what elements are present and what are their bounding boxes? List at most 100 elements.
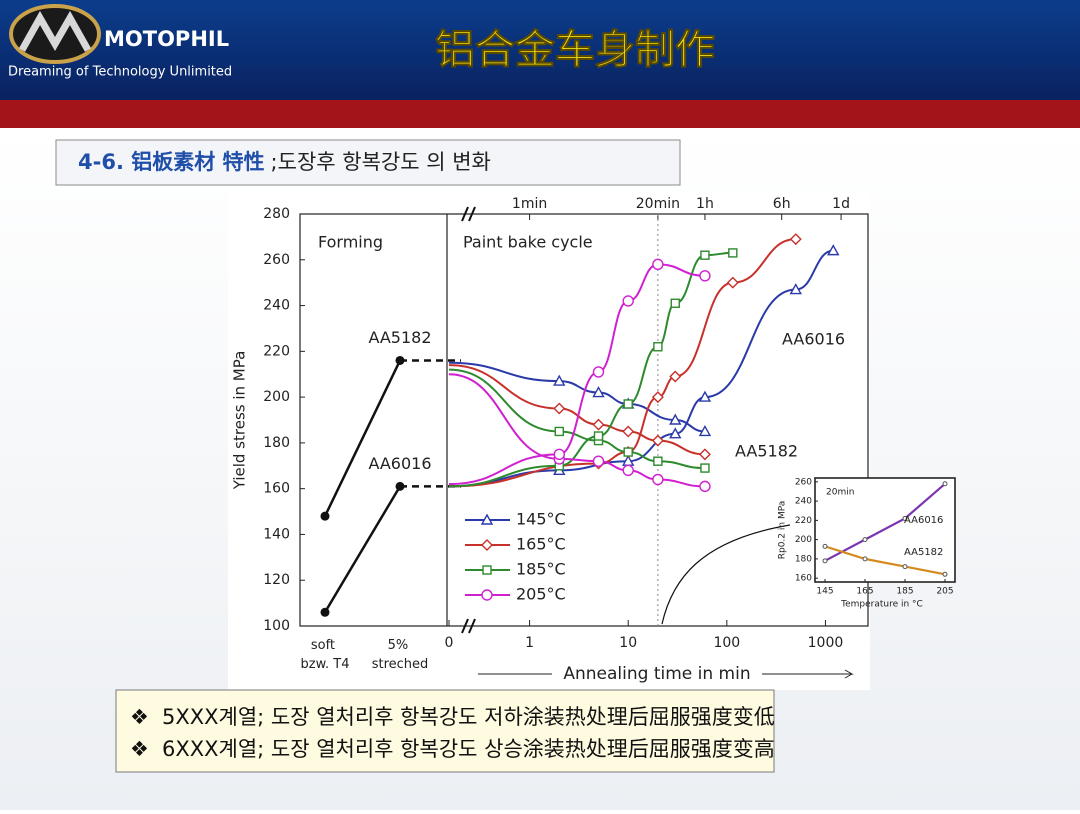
marker — [698, 390, 712, 402]
header-bar — [0, 0, 1080, 100]
series-label: AA5182 — [904, 547, 943, 558]
marker — [653, 456, 663, 466]
marker — [623, 447, 633, 457]
marker — [554, 426, 564, 437]
marker — [728, 248, 738, 258]
marker — [481, 589, 493, 601]
x-tick-label: soft bzw. T4 — [301, 638, 350, 672]
marker — [592, 386, 605, 398]
point — [822, 543, 828, 549]
series-label: AA6016 — [368, 454, 431, 473]
marker — [652, 258, 664, 271]
y-tick-label: 200 — [795, 535, 812, 545]
x-tick-label-line: soft — [311, 638, 339, 653]
y-tick-label: 220 — [263, 343, 290, 359]
section-box — [55, 139, 681, 186]
marker — [789, 233, 802, 246]
point — [320, 607, 330, 617]
logo — [9, 4, 101, 64]
annotation: AA5182 — [735, 442, 798, 461]
y-tick-label: 280 — [263, 206, 290, 222]
top-x-tick-label: 20min — [636, 196, 680, 212]
legend-label: 165°C — [516, 535, 566, 554]
bullet-box — [115, 689, 775, 773]
marker — [553, 402, 566, 415]
top-x-tick-label: 1h — [696, 196, 714, 212]
chart-panel — [228, 193, 870, 690]
marker — [553, 448, 565, 461]
marker — [652, 473, 664, 486]
section-heading: 4-6. 铝板素材 特性 ;도장후 항복강도 의 변화 — [78, 150, 491, 174]
legend-label: 185°C — [516, 560, 566, 579]
section-label: 4-6. 铝板素材 特性 — [78, 150, 265, 174]
y-tick-label: 180 — [795, 554, 812, 564]
point — [395, 355, 405, 365]
marker — [669, 413, 682, 425]
marker — [622, 464, 634, 477]
y-tick-label: 220 — [795, 516, 812, 526]
y-tick-label: 160 — [795, 574, 812, 584]
y-tick-label: 200 — [263, 389, 290, 405]
panel-title: Forming — [318, 233, 383, 252]
y-tick-label: 260 — [263, 252, 290, 268]
y-tick-label: 260 — [795, 477, 812, 487]
x-tick-label: 145 — [816, 587, 833, 597]
x-tick-label: 0 — [445, 635, 454, 651]
marker — [623, 399, 633, 409]
x-tick-label: 185 — [896, 587, 913, 597]
tagline: Dreaming of Technology Unlimited — [8, 65, 232, 80]
y-tick-label: 120 — [263, 572, 290, 588]
callout — [661, 524, 791, 625]
y-tick-label: 100 — [263, 618, 290, 634]
legend-label: 205°C — [516, 585, 566, 604]
point — [822, 558, 828, 564]
panel-title: Paint bake cycle — [463, 233, 593, 252]
marker — [699, 270, 711, 282]
x-tick-label-line: bzw. T4 — [301, 657, 350, 672]
marker — [622, 295, 634, 307]
x-tick-label: 1 — [525, 635, 534, 651]
x-axis-label: Temperature in °C — [840, 600, 923, 610]
marker — [593, 431, 604, 441]
annotation: AA6016 — [782, 330, 845, 349]
bullet-symbol: ❖ — [130, 737, 149, 761]
marker — [827, 244, 840, 256]
plot-frame — [299, 213, 869, 627]
bullet: 5XXX계열; 도장 열처리후 항복강도 저하涂装热处理后屈服强度变低 — [162, 705, 775, 729]
marker — [698, 425, 712, 437]
point — [862, 537, 868, 543]
point — [862, 556, 868, 562]
marker — [592, 455, 605, 467]
marker — [669, 427, 682, 439]
marker — [481, 539, 493, 551]
marker — [480, 513, 494, 525]
marker — [482, 565, 492, 575]
marker — [726, 276, 739, 289]
y-tick-label: 140 — [263, 526, 290, 542]
marker — [669, 370, 682, 383]
marker — [653, 342, 663, 352]
section-text: ;도장후 항복강도 의 변화 — [271, 150, 491, 174]
y-tick-label: 240 — [795, 497, 812, 507]
top-x-tick-label: 1min — [512, 196, 547, 212]
bullet-symbol: ❖ — [130, 705, 149, 729]
marker — [651, 434, 664, 447]
x-tick-label-line: streched — [372, 657, 429, 672]
series-line — [323, 359, 402, 517]
y-tick-label: 180 — [263, 435, 290, 451]
inset-title: 20min — [826, 488, 854, 498]
y-axis-label: Yield stress in MPa — [231, 351, 249, 491]
x-tick-label: 165 — [856, 587, 873, 597]
series-line — [824, 545, 946, 576]
axis-break — [461, 618, 476, 634]
x-tick-label: 10 — [619, 635, 637, 651]
y-tick-label: 240 — [263, 298, 290, 314]
point — [902, 515, 908, 521]
legend-label: 145°C — [516, 510, 566, 529]
x-axis-label: Annealing time in min — [563, 664, 750, 684]
point — [320, 511, 330, 521]
x-tick-label-line: 5% — [388, 638, 413, 653]
y-tick-label: 160 — [263, 481, 290, 497]
marker — [699, 480, 711, 493]
